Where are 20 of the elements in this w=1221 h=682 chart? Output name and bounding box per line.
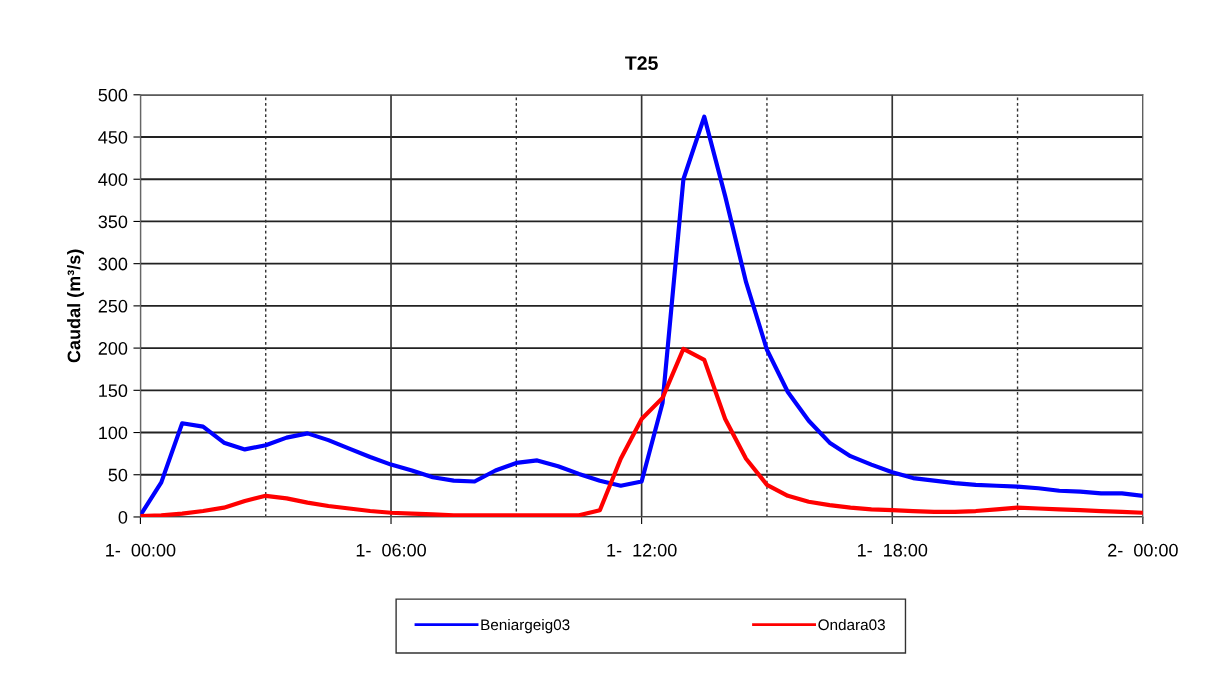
y-tick-label: 300 xyxy=(98,257,128,271)
y-tick-label: 50 xyxy=(108,468,128,482)
y-tick-label: 100 xyxy=(99,426,128,440)
x-tick-label: 1- 06:00 xyxy=(356,543,426,557)
x-tick-label: 1- 18:00 xyxy=(857,543,928,557)
legend-label: Beniargeig03 xyxy=(481,618,570,634)
y-tick-label: 400 xyxy=(98,173,128,186)
x-tick-label: 1- 12:00 xyxy=(607,543,677,557)
y-tick-label: 0 xyxy=(118,510,128,524)
chart-title: T25 xyxy=(625,56,658,70)
y-tick-label: 150 xyxy=(99,384,128,398)
x-tick-label: 1- 00:00 xyxy=(106,543,176,557)
x-tick-label: 2- 00:00 xyxy=(1108,543,1178,557)
y-tick-label: 350 xyxy=(98,215,128,229)
y-axis-title: Caudal (m³/s) xyxy=(67,249,84,363)
legend-label: Ondara03 xyxy=(818,618,885,631)
y-tick-label: 250 xyxy=(98,299,128,313)
y-tick-label: 450 xyxy=(98,130,128,144)
y-tick-label: 200 xyxy=(98,342,128,355)
y-tick-label: 500 xyxy=(98,88,128,102)
